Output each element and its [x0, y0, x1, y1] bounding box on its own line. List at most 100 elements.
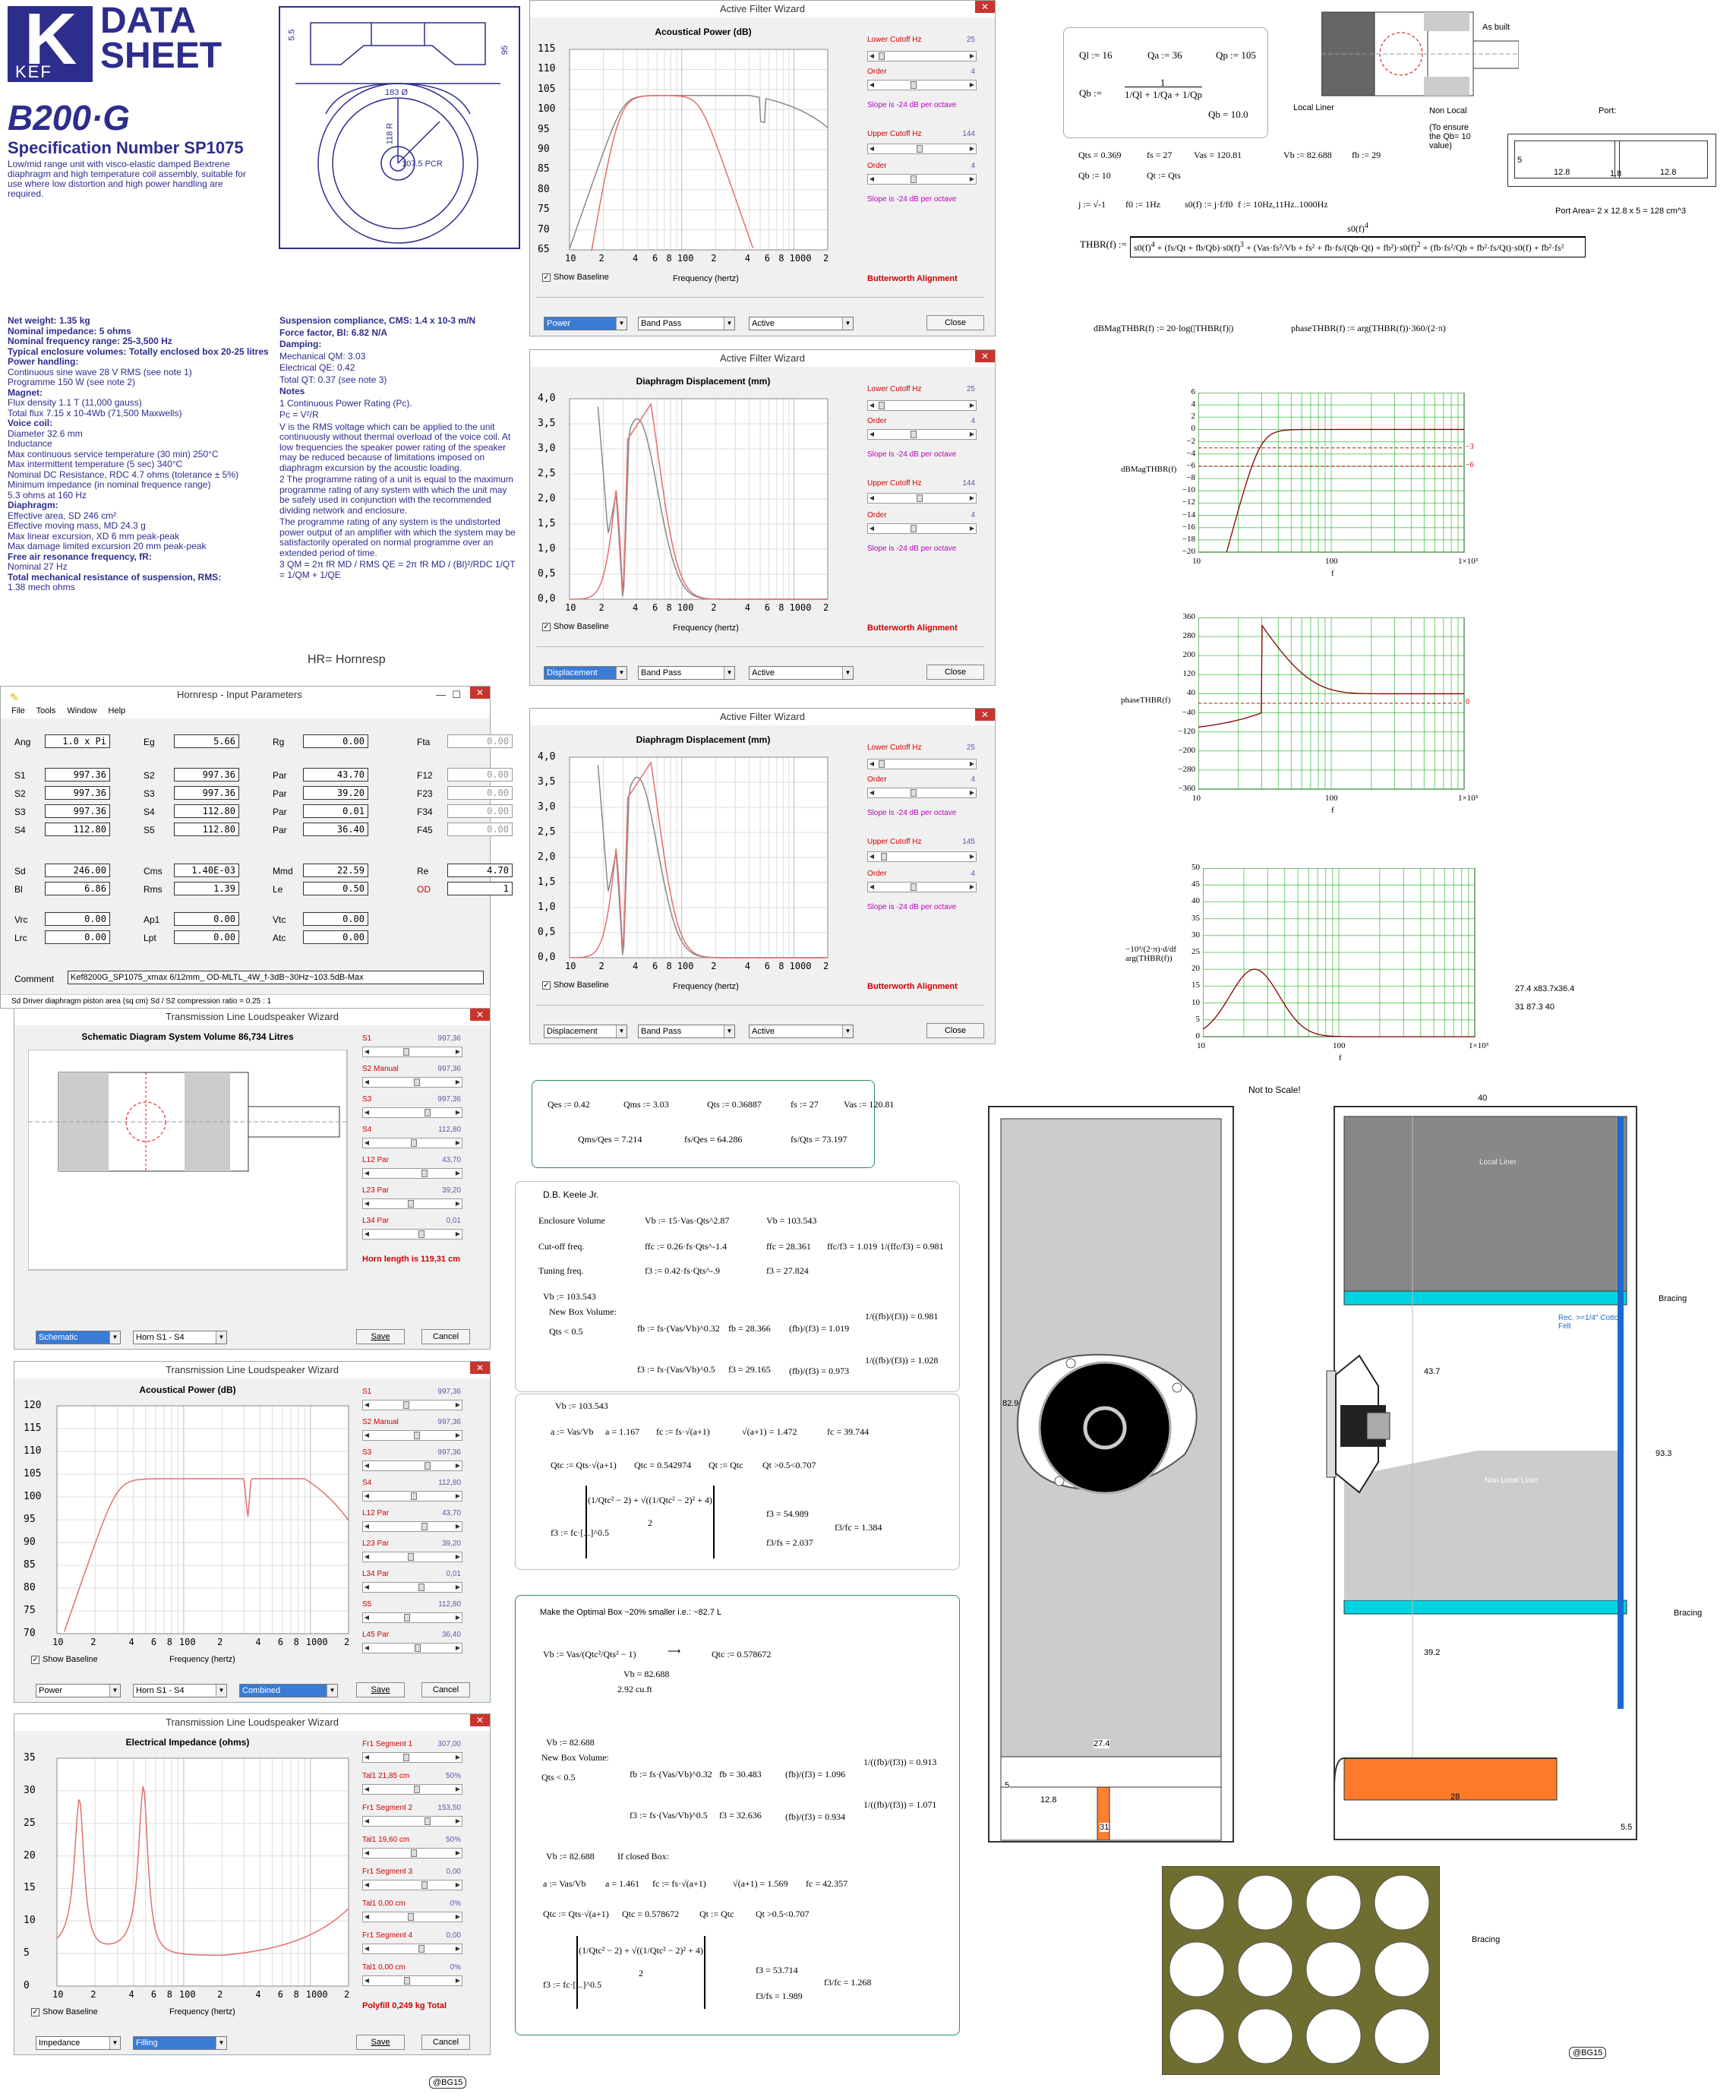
slider[interactable]: ◀ ▶ — [362, 1848, 462, 1858]
view-select[interactable]: Impedance ▼ — [36, 2036, 121, 2050]
close-icon[interactable]: ✕ — [470, 1714, 490, 1726]
arrow-right-icon[interactable]: ▶ — [455, 1200, 461, 1207]
slider[interactable]: ◀ ▶ — [867, 174, 977, 185]
slider[interactable]: ◀ ▶ — [867, 80, 977, 90]
chevron-down-icon[interactable]: ▼ — [616, 1025, 627, 1037]
chevron-down-icon[interactable]: ▼ — [109, 1685, 120, 1697]
show-baseline-checkbox[interactable]: ✓ Show Baseline — [542, 981, 609, 990]
show-baseline-checkbox[interactable]: ✓ Show Baseline — [31, 2007, 98, 2016]
arrow-left-icon[interactable]: ◀ — [364, 1048, 370, 1055]
arrow-right-icon[interactable]: ▶ — [969, 853, 975, 860]
chevron-down-icon[interactable]: ▼ — [724, 317, 734, 330]
slider-thumb[interactable] — [910, 175, 917, 183]
cancel-button[interactable]: Cancel — [421, 2035, 470, 2050]
arrow-right-icon[interactable]: ▶ — [455, 1048, 461, 1055]
slider[interactable]: ◀ ▶ — [362, 1816, 462, 1827]
slider[interactable]: ◀ ▶ — [867, 523, 977, 534]
slider-thumb[interactable] — [414, 1432, 421, 1439]
arrow-right-icon[interactable]: ▶ — [455, 1754, 461, 1761]
close-icon[interactable]: ✕ — [975, 1, 995, 13]
active-select[interactable]: Active ▼ — [749, 317, 854, 330]
slider-thumb[interactable] — [407, 1553, 414, 1561]
arrow-right-icon[interactable]: ▶ — [455, 1230, 461, 1237]
show-baseline-checkbox[interactable]: ✓ Show Baseline — [542, 622, 609, 631]
slider[interactable]: ◀ ▶ — [362, 1400, 462, 1410]
param-field[interactable]: 0.00 — [174, 912, 239, 926]
chevron-down-icon[interactable]: ▼ — [616, 317, 627, 330]
chevron-down-icon[interactable]: ▼ — [842, 667, 853, 679]
slider-thumb[interactable] — [418, 1945, 425, 1953]
arrow-left-icon[interactable]: ◀ — [364, 1945, 370, 1952]
arrow-right-icon[interactable]: ▶ — [455, 1945, 461, 1952]
slider[interactable]: ◀ ▶ — [362, 1198, 462, 1209]
arrow-right-icon[interactable]: ▶ — [455, 1786, 461, 1792]
check-icon[interactable]: ✓ — [31, 2007, 39, 2016]
slider-thumb[interactable] — [425, 1817, 431, 1825]
param-field[interactable]: 0.00 — [303, 930, 368, 944]
param-field[interactable]: 1.39 — [174, 882, 239, 895]
slider[interactable]: ◀ ▶ — [362, 1138, 462, 1148]
mode-select[interactable]: Power ▼ — [544, 317, 627, 330]
arrow-right-icon[interactable]: ▶ — [969, 52, 975, 59]
check-icon[interactable]: ✓ — [31, 1655, 39, 1664]
slider-thumb[interactable] — [407, 1913, 414, 1921]
chevron-down-icon[interactable]: ▼ — [109, 2037, 120, 2049]
slider[interactable]: ◀ ▶ — [362, 1430, 462, 1441]
param-field[interactable]: 0.00 — [447, 804, 513, 818]
slider[interactable]: ◀ ▶ — [362, 1612, 462, 1623]
arrow-right-icon[interactable]: ▶ — [455, 1078, 461, 1085]
param-field[interactable]: 0.00 — [447, 768, 513, 782]
close-button[interactable]: Close — [926, 665, 984, 680]
arrow-left-icon[interactable]: ◀ — [364, 1401, 370, 1408]
arrow-right-icon[interactable]: ▶ — [969, 789, 975, 796]
arrow-left-icon[interactable]: ◀ — [364, 1139, 370, 1146]
arrow-right-icon[interactable]: ▶ — [455, 1462, 461, 1469]
slider-thumb[interactable] — [425, 1109, 431, 1116]
slider[interactable]: ◀ ▶ — [867, 144, 977, 154]
chevron-down-icon[interactable]: ▼ — [327, 1685, 337, 1697]
arrow-left-icon[interactable]: ◀ — [869, 145, 875, 152]
arrow-left-icon[interactable]: ◀ — [869, 402, 875, 409]
arrow-left-icon[interactable]: ◀ — [364, 1462, 370, 1469]
param-field[interactable]: 43.70 — [303, 768, 368, 782]
horn-select[interactable]: Horn S1 - S4 ▼ — [133, 1684, 227, 1697]
menu-tools[interactable]: Tools — [36, 706, 56, 715]
param-field[interactable]: 6.86 — [45, 882, 110, 895]
arrow-right-icon[interactable]: ▶ — [455, 1401, 461, 1408]
arrow-right-icon[interactable]: ▶ — [455, 1139, 461, 1146]
slider[interactable]: ◀ ▶ — [362, 1107, 462, 1118]
param-field[interactable]: 0.01 — [303, 804, 368, 818]
close-icon[interactable]: ✕ — [975, 709, 995, 721]
view-select[interactable]: Power ▼ — [36, 1684, 121, 1697]
slider-thumb[interactable] — [910, 431, 917, 438]
arrow-left-icon[interactable]: ◀ — [364, 1109, 370, 1116]
save-button[interactable]: Save — [356, 1682, 405, 1697]
param-field[interactable]: 0.00 — [174, 930, 239, 944]
slider[interactable]: ◀ ▶ — [362, 1643, 462, 1653]
arrow-right-icon[interactable]: ▶ — [969, 402, 975, 409]
active-select[interactable]: Active ▼ — [749, 666, 854, 680]
slider[interactable]: ◀ ▶ — [362, 1912, 462, 1922]
chevron-down-icon[interactable]: ▼ — [109, 1331, 120, 1344]
arrow-left-icon[interactable]: ◀ — [364, 1584, 370, 1590]
arrow-left-icon[interactable]: ◀ — [364, 1913, 370, 1920]
arrow-right-icon[interactable]: ▶ — [455, 1170, 461, 1176]
arrow-right-icon[interactable]: ▶ — [455, 1881, 461, 1888]
arrow-left-icon[interactable]: ◀ — [364, 1230, 370, 1237]
slider-thumb[interactable] — [403, 1048, 410, 1056]
close-icon[interactable]: ✕ — [470, 1362, 490, 1374]
slider[interactable]: ◀ ▶ — [867, 851, 977, 862]
chevron-down-icon[interactable]: ▼ — [724, 1025, 734, 1037]
param-field[interactable]: 112.80 — [174, 804, 239, 818]
menu-file[interactable]: File — [11, 706, 25, 715]
chevron-down-icon[interactable]: ▼ — [616, 667, 627, 679]
param-field[interactable]: 997.36 — [174, 786, 239, 800]
slider-thumb[interactable] — [910, 883, 917, 891]
filter-type-select[interactable]: Band Pass ▼ — [638, 317, 735, 330]
slider[interactable]: ◀ ▶ — [362, 1752, 462, 1763]
arrow-right-icon[interactable]: ▶ — [969, 883, 975, 890]
arrow-left-icon[interactable]: ◀ — [869, 525, 875, 532]
arrow-left-icon[interactable]: ◀ — [364, 1553, 370, 1560]
slider-thumb[interactable] — [910, 525, 917, 532]
slider[interactable]: ◀ ▶ — [362, 1077, 462, 1088]
